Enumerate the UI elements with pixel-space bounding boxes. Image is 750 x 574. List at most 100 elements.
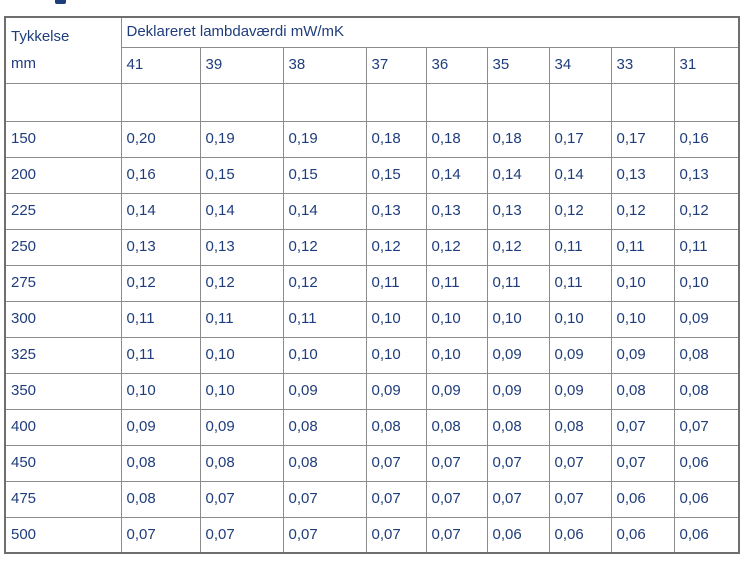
u-value-cell: 0,06 (673, 444, 740, 482)
u-value-cell: 0,14 (282, 192, 367, 230)
u-value-cell: 0,09 (365, 372, 427, 410)
u-value-cell: 0,07 (365, 480, 427, 518)
lambda-header-cell: 36 (425, 46, 488, 84)
u-value-cell: 0,12 (199, 264, 284, 302)
u-value-cell: 0,16 (673, 120, 740, 158)
u-value-cell: 0,14 (548, 156, 612, 194)
u-value-cell: 0,10 (365, 336, 427, 374)
u-value-cell: 0,19 (199, 120, 284, 158)
u-value-cell: 0,07 (365, 444, 427, 482)
table-body: 150 0,20 0,19 0,19 0,18 0,18 0,18 0,17 0,17 0,16 2… (4, 82, 740, 554)
u-value-cell: 0,08 (120, 444, 201, 482)
lambda-header-row: 41 39 38 37 36 35 34 33 31 (5, 46, 740, 84)
spacer-cell (120, 82, 201, 122)
u-value-cell: 0,11 (365, 264, 427, 302)
u-value-cell: 0,11 (120, 336, 201, 374)
u-value-cell: 0,12 (610, 192, 675, 230)
u-value-cell: 0,12 (673, 192, 740, 230)
u-value-cell: 0,06 (673, 516, 740, 554)
u-value-cell: 0,08 (199, 444, 284, 482)
u-value-cell: 0,08 (425, 408, 488, 446)
thickness-cell: 325 (4, 336, 122, 374)
u-value-cell: 0,10 (610, 264, 675, 302)
thickness-cell: 475 (4, 480, 122, 518)
table-row: 475 0,08 0,07 0,07 0,07 0,07 0,07 0,07 0,06 0,06 (4, 480, 740, 518)
column-group-header-cell: Deklareret lambdaværdi mW/mK (120, 16, 740, 48)
u-value-cell: 0,14 (120, 192, 201, 230)
u-value-cell: 0,10 (486, 300, 550, 338)
u-value-cell: 0,11 (548, 228, 612, 266)
u-value-cell: 0,13 (425, 192, 488, 230)
u-value-cell: 0,07 (425, 444, 488, 482)
group-header-row: Tykkelse mm Deklareret lambdaværdi mW/mK (4, 16, 740, 84)
thickness-cell: 200 (4, 156, 122, 194)
table-row: 150 0,20 0,19 0,19 0,18 0,18 0,18 0,17 0,17 0,16 (4, 120, 740, 158)
u-value-cell: 0,09 (120, 408, 201, 446)
lambda-header-cell: 34 (548, 46, 612, 84)
u-value-cell: 0,13 (673, 156, 740, 194)
u-value-cell: 0,08 (282, 408, 367, 446)
u-value-cell: 0,07 (365, 516, 427, 554)
u-value-cell: 0,19 (282, 120, 367, 158)
u-value-cell: 0,07 (548, 444, 612, 482)
u-value-cell: 0,10 (199, 372, 284, 410)
u-value-cell: 0,06 (610, 516, 675, 554)
u-value-cell: 0,07 (610, 408, 675, 446)
u-value-cell: 0,15 (282, 156, 367, 194)
lambda-header-cell: 37 (365, 46, 427, 84)
u-value-cell: 0,15 (365, 156, 427, 194)
u-value-cell: 0,14 (199, 192, 284, 230)
spacer-cell (282, 82, 367, 122)
u-value-cell: 0,10 (673, 264, 740, 302)
table-row: 300 0,11 0,11 0,11 0,10 0,10 0,10 0,10 0,10 0,09 (4, 300, 740, 338)
u-value-cell: 0,14 (425, 156, 488, 194)
u-value-cell: 0,07 (425, 516, 488, 554)
u-value-cell: 0,13 (610, 156, 675, 194)
u-value-cell: 0,07 (673, 408, 740, 446)
thickness-cell: 400 (4, 408, 122, 446)
u-value-cell: 0,17 (548, 120, 612, 158)
spacer-cell (548, 82, 612, 122)
u-value-cell: 0,10 (425, 300, 488, 338)
u-value-cell: 0,07 (282, 516, 367, 554)
u-value-cell: 0,08 (486, 408, 550, 446)
u-value-cell: 0,09 (486, 336, 550, 374)
u-value-cell: 0,07 (199, 480, 284, 518)
spacer-row (4, 82, 740, 122)
thickness-cell: 275 (4, 264, 122, 302)
u-value-cell: 0,09 (282, 372, 367, 410)
table-row: 500 0,07 0,07 0,07 0,07 0,07 0,06 0,06 0,06 0,06 (4, 516, 740, 554)
u-value-cell: 0,08 (282, 444, 367, 482)
thickness-cell: 500 (4, 516, 122, 554)
u-value-cell: 0,11 (486, 264, 550, 302)
u-value-cell: 0,07 (548, 480, 612, 518)
u-value-cell: 0,09 (673, 300, 740, 338)
spacer-cell (486, 82, 550, 122)
u-value-cell: 0,18 (425, 120, 488, 158)
u-value-cell: 0,09 (548, 336, 612, 374)
u-value-cell: 0,13 (120, 228, 201, 266)
thickness-cell: 300 (4, 300, 122, 338)
u-value-cell: 0,09 (548, 372, 612, 410)
u-value-cell: 0,06 (548, 516, 612, 554)
u-value-cell: 0,17 (610, 120, 675, 158)
table-head: Tykkelse mm Deklareret lambdaværdi mW/mK… (4, 16, 740, 84)
thickness-cell: 350 (4, 372, 122, 410)
u-value-cell: 0,06 (486, 516, 550, 554)
lambda-header-cell: 38 (282, 46, 367, 84)
thickness-cell: 225 (4, 192, 122, 230)
u-value-cell: 0,06 (610, 480, 675, 518)
u-value-cell: 0,12 (282, 228, 367, 266)
spacer-cell (199, 82, 284, 122)
corner-header-line2: mm (11, 55, 36, 73)
u-value-cell: 0,11 (199, 300, 284, 338)
u-value-cell: 0,12 (365, 228, 427, 266)
table-row: 275 0,12 0,12 0,12 0,11 0,11 0,11 0,11 0,10 0,10 (4, 264, 740, 302)
u-value-cell: 0,13 (365, 192, 427, 230)
u-value-cell: 0,07 (199, 516, 284, 554)
uvalue-table: Tykkelse mm Deklareret lambdaværdi mW/mK… (4, 16, 741, 554)
spacer-cell (365, 82, 427, 122)
thickness-cell: 450 (4, 444, 122, 482)
cropped-heading-fragment (55, 0, 66, 4)
